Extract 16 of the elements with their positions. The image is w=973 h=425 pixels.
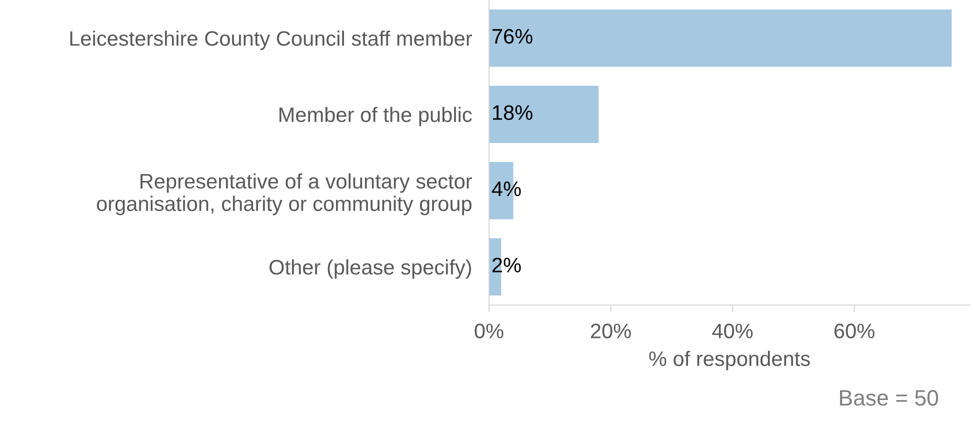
y-tick-label: Other (please specify) — [270, 259, 472, 279]
y-tick-label: Representative of a voluntary sector organisation, charity or community group — [96, 173, 472, 216]
bar — [489, 86, 599, 143]
y-tick-label: Member of the public — [280, 106, 472, 126]
data-label: 76% — [492, 28, 532, 44]
x-axis-title: % of respondents — [649, 350, 810, 370]
data-label: 4% — [492, 182, 521, 196]
y-tick-label: Leicestershire County Council staff member — [70, 30, 472, 50]
text: Base = 50 — [840, 390, 938, 406]
x-tick-label: 20% — [590, 324, 631, 338]
x-tick-label: 60% — [834, 324, 874, 338]
x-tick-label: 0% — [474, 324, 504, 338]
bar — [489, 10, 952, 67]
x-tick-label: 40% — [712, 324, 753, 338]
data-label: 2% — [492, 258, 521, 272]
data-label: 18% — [493, 105, 532, 120]
